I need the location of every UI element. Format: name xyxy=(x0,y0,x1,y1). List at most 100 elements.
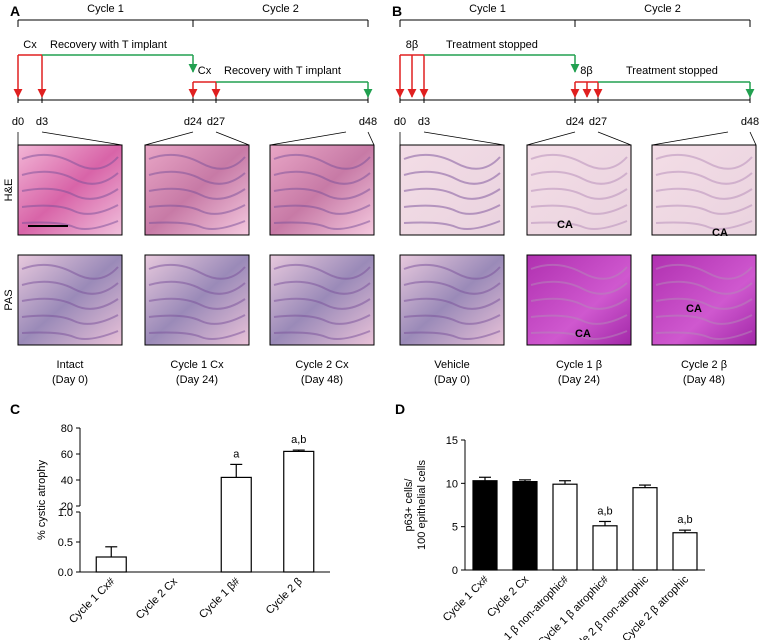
cycle-label: Cycle 1 xyxy=(469,3,506,15)
y-tick-label: 15 xyxy=(446,435,458,447)
tissue xyxy=(148,330,246,340)
tissue xyxy=(273,314,371,325)
tissue xyxy=(148,297,246,310)
tissue xyxy=(530,330,628,340)
treatment-label: Cx xyxy=(198,65,212,77)
y-tick-label: 5 xyxy=(452,522,458,534)
bar xyxy=(592,525,618,571)
tissue xyxy=(403,153,501,170)
zoom-line xyxy=(423,131,505,146)
recovery-label: Recovery with T implant xyxy=(50,39,167,51)
image-caption: (Day 48) xyxy=(301,374,343,386)
treatment-label: Cx xyxy=(23,39,37,51)
day-label: d27 xyxy=(207,116,225,128)
bar xyxy=(472,480,498,571)
tissue xyxy=(21,170,119,185)
significance-label: a,b xyxy=(291,434,306,446)
bar xyxy=(95,556,127,573)
zoom-line xyxy=(651,131,729,146)
bar xyxy=(220,476,252,573)
zoom-line xyxy=(41,131,123,146)
day-label: d0 xyxy=(394,116,406,128)
image-label: CA xyxy=(575,328,591,340)
recovery-label: Treatment stopped xyxy=(446,39,538,51)
tissue xyxy=(148,187,246,200)
significance-label: a,b xyxy=(677,514,692,526)
tissue xyxy=(530,297,628,310)
tissue xyxy=(21,220,119,230)
tissue xyxy=(273,170,371,185)
tissue xyxy=(530,153,628,170)
day-label: d48 xyxy=(741,116,759,128)
error-bar xyxy=(479,476,491,481)
x-tick-label: Cycle 1 Cx# xyxy=(67,575,118,626)
recovery-label: Treatment stopped xyxy=(626,65,718,77)
tissue xyxy=(655,314,753,325)
cycle-label: Cycle 2 xyxy=(262,3,299,15)
cycle-label: Cycle 2 xyxy=(644,3,681,15)
error-bar xyxy=(230,463,243,478)
cycle-label: Cycle 1 xyxy=(87,3,124,15)
panel-label: A xyxy=(10,3,20,19)
x-tick-label: Cycle 1 Cx# xyxy=(441,573,492,624)
image-caption: Cycle 1 Cx xyxy=(170,359,224,371)
tissue xyxy=(21,280,119,295)
x-tick-label: Cycle 1 β# xyxy=(197,575,243,621)
zoom-line xyxy=(526,131,576,146)
zoom-line xyxy=(144,131,194,146)
error-bar xyxy=(292,449,305,452)
error-bar xyxy=(599,520,611,526)
bar xyxy=(283,450,315,573)
tissue xyxy=(273,153,371,170)
tissue xyxy=(273,330,371,340)
bar xyxy=(632,487,658,571)
tissue xyxy=(655,280,753,295)
y-axis-label: % cystic atrophy xyxy=(36,459,48,540)
panel-label: C xyxy=(10,401,20,417)
tissue xyxy=(148,280,246,295)
tissue xyxy=(655,263,753,280)
tissue xyxy=(655,330,753,340)
y-tick-label: 0.5 xyxy=(58,537,73,549)
tissue xyxy=(273,297,371,310)
treatment-label: 8β xyxy=(580,65,592,77)
day-label: d0 xyxy=(12,116,24,128)
tissue xyxy=(530,187,628,200)
x-tick-label: Cycle 2 β atrophic xyxy=(620,573,691,640)
tissue xyxy=(148,204,246,215)
zoom-line xyxy=(367,131,375,146)
treatment-label: 8β xyxy=(406,39,418,51)
y-tick-label: 1.0 xyxy=(58,507,73,519)
image-caption: (Day 24) xyxy=(558,374,600,386)
day-label: d3 xyxy=(36,116,48,128)
tissue xyxy=(21,330,119,340)
tissue xyxy=(530,170,628,185)
tissue xyxy=(655,297,753,310)
row-label: H&E xyxy=(3,179,15,202)
y-tick-label: 20 xyxy=(61,501,73,513)
error-bar xyxy=(519,479,531,482)
tissue xyxy=(273,204,371,215)
y-tick-label: 80 xyxy=(61,423,73,435)
tissue xyxy=(148,314,246,325)
tissue xyxy=(148,220,246,230)
tissue xyxy=(403,204,501,215)
image-label: CA xyxy=(686,303,702,315)
y-tick-label: 40 xyxy=(61,475,73,487)
bar xyxy=(512,481,538,571)
image-caption: Cycle 1 β xyxy=(556,359,602,371)
tissue xyxy=(655,220,753,230)
zoom-line xyxy=(597,131,632,146)
y-tick-label: 0.0 xyxy=(58,567,73,579)
tissue xyxy=(403,187,501,200)
x-tick-label: Cycle 2 Cx xyxy=(134,575,180,621)
y-axis-label: p63+ cells/ xyxy=(403,478,415,532)
tissue xyxy=(530,204,628,215)
day-label: d24 xyxy=(566,116,584,128)
image-caption: (Day 0) xyxy=(434,374,470,386)
tissue xyxy=(655,187,753,200)
day-label: d48 xyxy=(359,116,377,128)
error-bar xyxy=(105,546,118,557)
image-caption: Cycle 2 β xyxy=(681,359,727,371)
